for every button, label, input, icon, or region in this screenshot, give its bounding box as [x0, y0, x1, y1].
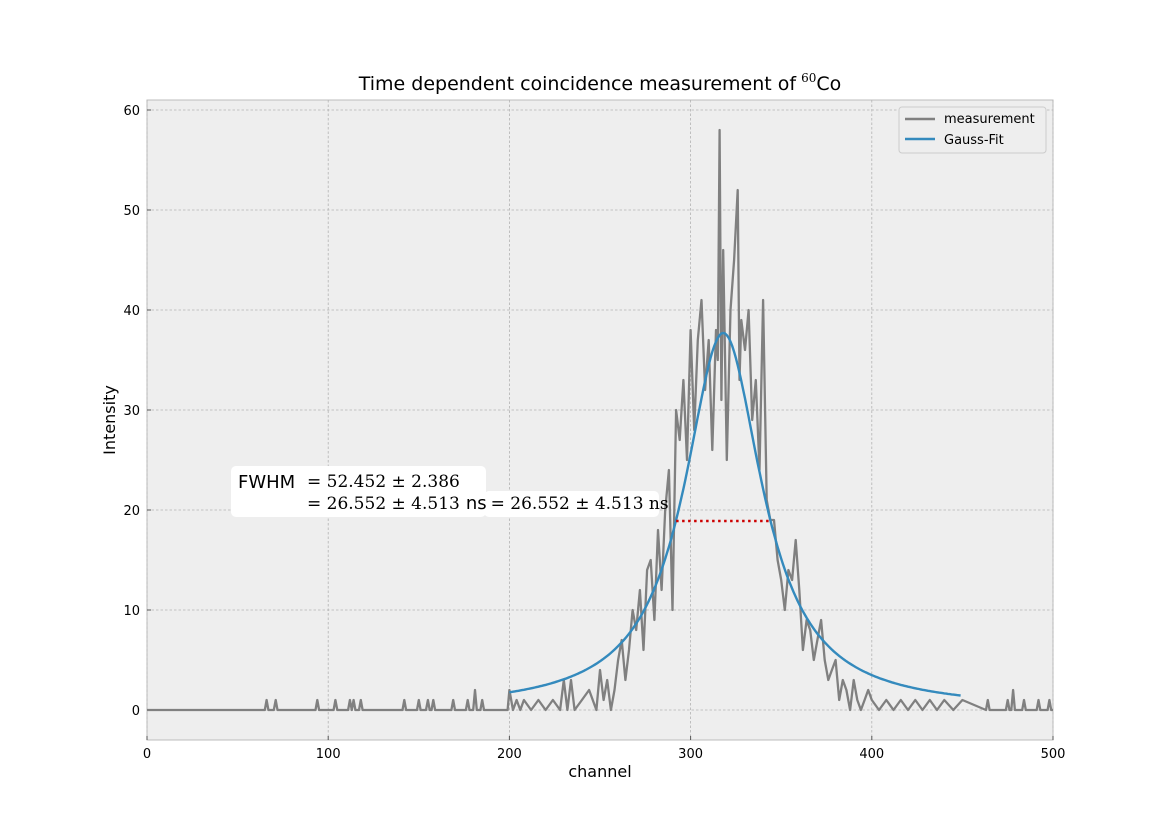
y-tick-label: 40 [123, 304, 140, 319]
x-tick-label: 500 [1041, 747, 1066, 762]
measurement-line [147, 128, 1053, 712]
y-tick-label: 60 [123, 104, 140, 119]
annotation-box-extension [484, 491, 659, 517]
fwhm-annotation: FWHM = 52.452 ± 2.386 = 26.552 ± 4.513 ns… [231, 466, 669, 517]
y-tick-label: 50 [123, 204, 140, 219]
x-tick-label: 100 [316, 747, 341, 762]
legend-box [898, 106, 1047, 154]
annotation-line2: = 26.552 ± 4.513 ns = 26.552 ± 4.513 ns [307, 493, 669, 514]
legend-label-measurement: measurement [944, 112, 1035, 127]
legend: measurement Gauss-Fit [898, 106, 1047, 154]
y-tick-label: 10 [123, 604, 140, 619]
axis-ticks: 0 100 200 300 400 500 0 10 20 30 40 50 60 [123, 104, 1065, 762]
y-tick-label: 0 [132, 704, 140, 719]
x-axis-label: channel [568, 762, 631, 781]
x-tick-label: 0 [143, 747, 151, 762]
y-axis-label: Intensity [100, 385, 119, 455]
x-tick-label: 200 [497, 747, 522, 762]
legend-label-gauss-fit: Gauss-Fit [944, 133, 1004, 148]
series-layer [147, 128, 1053, 712]
title-isotope-mass: 60 [801, 71, 816, 85]
annotation-line1: = 52.452 ± 2.386 [307, 472, 460, 492]
y-tick-label: 30 [123, 404, 140, 419]
title-element: Co [816, 73, 841, 95]
x-tick-label: 300 [678, 747, 703, 762]
x-tick-label: 400 [859, 747, 884, 762]
chart-title: Time dependent coincidence measurement o… [358, 71, 842, 95]
y-tick-label: 20 [123, 504, 140, 519]
plot-area [146, 99, 1054, 741]
annotation-box [231, 466, 486, 517]
gauss-fit-line [509, 331, 961, 697]
annotation-label: FWHM [238, 472, 295, 493]
